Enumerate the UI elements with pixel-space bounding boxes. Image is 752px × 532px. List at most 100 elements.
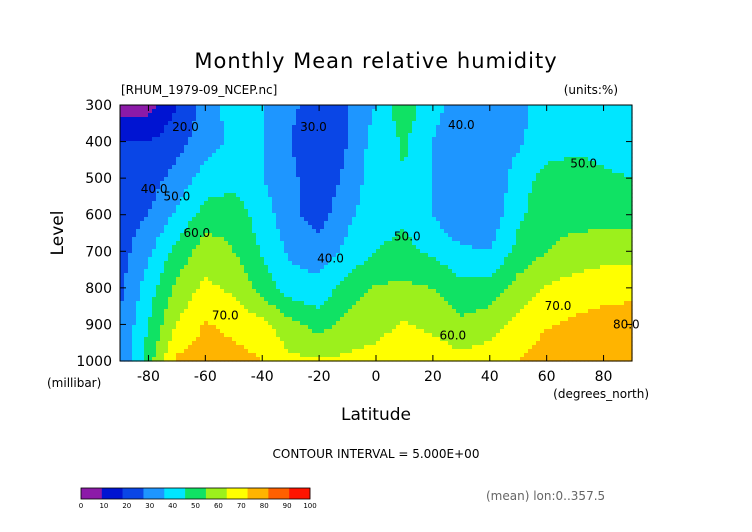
field-cell (500, 145, 505, 150)
field-cell (448, 257, 453, 262)
field-cell (248, 233, 253, 238)
field-cell (144, 205, 149, 210)
field-cell (352, 181, 357, 186)
field-cell (320, 209, 325, 214)
field-cell (308, 133, 313, 138)
field-cell (332, 153, 337, 158)
field-cell (336, 185, 341, 190)
field-cell (320, 241, 325, 246)
field-cell (244, 125, 249, 130)
field-cell (360, 217, 365, 222)
field-cell (548, 249, 553, 254)
field-cell (148, 129, 153, 134)
field-cell (348, 105, 353, 110)
field-cell (544, 181, 549, 186)
field-cell (152, 245, 157, 250)
field-cell (456, 217, 461, 222)
field-cell (392, 121, 397, 126)
field-cell (140, 237, 145, 242)
field-cell (624, 209, 629, 214)
field-cell (436, 161, 441, 166)
field-cell (248, 241, 253, 246)
field-cell (304, 221, 309, 226)
field-cell (376, 209, 381, 214)
field-cell (324, 177, 329, 182)
field-cell (352, 217, 357, 222)
field-cell (256, 149, 261, 154)
field-cell (272, 165, 277, 170)
field-cell (516, 213, 521, 218)
field-cell (452, 121, 457, 126)
field-cell (280, 109, 285, 114)
field-cell (388, 197, 393, 202)
field-cell (568, 181, 573, 186)
field-cell (600, 169, 605, 174)
field-cell (552, 113, 557, 118)
field-cell (536, 253, 541, 258)
field-cell (244, 189, 249, 194)
field-cell (576, 213, 581, 218)
field-cell (136, 181, 141, 186)
field-cell (172, 113, 177, 118)
field-cell (232, 225, 237, 230)
field-cell (596, 173, 601, 178)
field-cell (360, 177, 365, 182)
field-cell (488, 189, 493, 194)
field-cell (268, 245, 273, 250)
field-cell (132, 105, 137, 110)
field-cell (244, 129, 249, 134)
field-cell (260, 137, 265, 142)
field-cell (184, 129, 189, 134)
field-cell (132, 249, 137, 254)
field-cell (272, 213, 277, 218)
field-cell (480, 209, 485, 214)
field-cell (236, 237, 241, 242)
field-cell (528, 181, 533, 186)
field-cell (620, 197, 625, 202)
field-cell (548, 141, 553, 146)
field-cell (172, 257, 177, 262)
field-cell (176, 221, 181, 226)
field-cell (548, 253, 553, 258)
field-cell (520, 193, 525, 198)
field-cell (172, 129, 177, 134)
field-cell (232, 145, 237, 150)
field-cell (468, 133, 473, 138)
field-cell (580, 133, 585, 138)
field-cell (380, 205, 385, 210)
field-cell (424, 241, 429, 246)
field-cell (436, 117, 441, 122)
field-cell (328, 173, 333, 178)
field-cell (536, 177, 541, 182)
field-cell (132, 121, 137, 126)
field-cell (272, 181, 277, 186)
field-cell (532, 141, 537, 146)
field-cell (176, 129, 181, 134)
field-cell (272, 145, 277, 150)
field-cell (224, 205, 229, 210)
field-cell (160, 213, 165, 218)
field-cell (536, 185, 541, 190)
field-cell (392, 221, 397, 226)
field-cell (548, 149, 553, 154)
field-cell (352, 121, 357, 126)
field-cell (608, 169, 613, 174)
field-cell (540, 237, 545, 242)
field-cell (424, 193, 429, 198)
field-cell (260, 153, 265, 158)
field-cell (152, 153, 157, 158)
field-cell (504, 157, 509, 162)
field-cell (384, 105, 389, 110)
field-cell (324, 153, 329, 158)
field-cell (568, 201, 573, 206)
field-cell (584, 105, 589, 110)
field-cell (548, 173, 553, 178)
field-cell (532, 145, 537, 150)
field-cell (472, 213, 477, 218)
field-cell (348, 221, 353, 226)
field-cell (352, 105, 357, 110)
field-cell (144, 177, 149, 182)
field-cell (316, 173, 321, 178)
field-cell (328, 249, 333, 254)
field-cell (264, 137, 269, 142)
